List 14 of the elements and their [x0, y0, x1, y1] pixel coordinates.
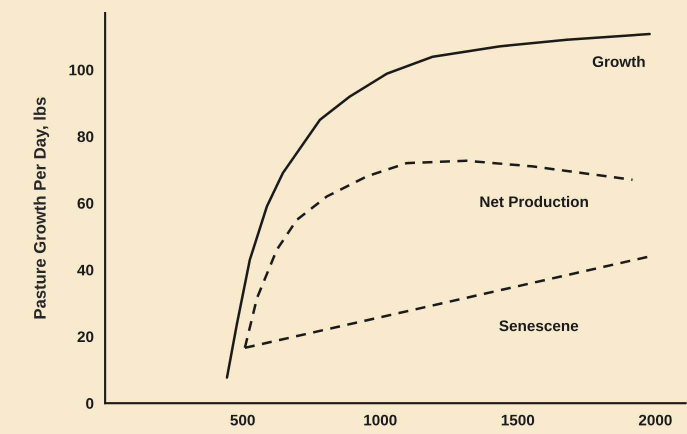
series-label: Growth: [592, 56, 645, 68]
x-tick-label: 500: [230, 414, 255, 426]
series-label: Senescene: [499, 320, 578, 332]
y-tick-label: 20: [78, 331, 94, 342]
y-tick-label: 80: [77, 131, 94, 142]
y-tick-label: 60: [78, 198, 94, 209]
y-axis-title: Pasture Growth Per Day, lbs: [34, 97, 50, 318]
y-tick-label: 0: [86, 398, 94, 409]
y-tick-label: 40: [77, 264, 94, 276]
x-tick-label: 2000: [638, 414, 672, 426]
x-tick-label: 1000: [364, 414, 397, 426]
x-tick-label: 1500: [502, 414, 534, 426]
series-label: Net Production: [480, 196, 588, 208]
y-tick-label: 100: [69, 64, 94, 76]
